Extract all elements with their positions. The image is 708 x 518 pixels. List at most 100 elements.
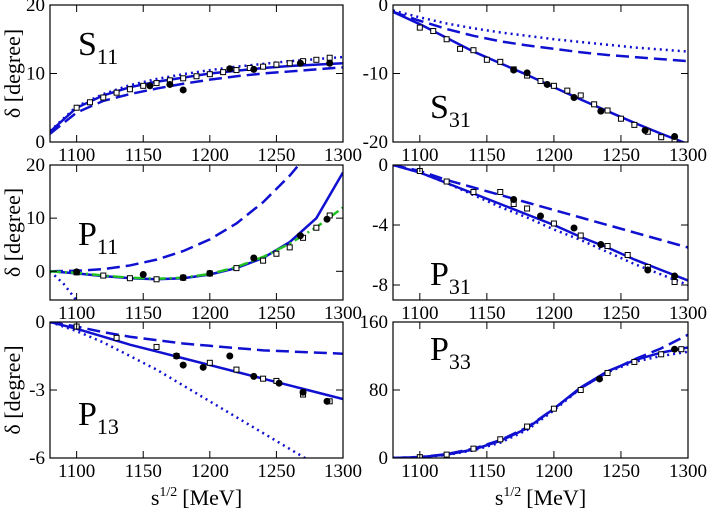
data-square [550,405,557,412]
x-tick-label: 1100 [401,303,438,324]
data-point [179,274,187,282]
x-tick-label: 1250 [257,461,295,482]
x-tick-label: 1300 [669,303,707,324]
data-square [617,115,624,122]
curve [50,55,343,132]
data-square [550,82,557,89]
data-point [73,268,81,276]
y-tick-label: 10 [26,64,45,85]
y-tick-label: -8 [372,275,388,296]
plot-area [50,54,343,135]
x-tick-label: 1250 [602,303,640,324]
y-axis-label: δ [degree] [0,29,25,118]
data-square [537,78,544,85]
data-square [220,69,227,76]
y-axis-label: δ [degree] [0,345,25,434]
y-tick-label: 80 [369,380,388,401]
x-tick-label: 1250 [257,303,295,324]
panel-label: P33 [430,331,471,374]
y-tick-label: 0 [36,312,46,333]
data-square [153,80,160,87]
data-square [273,250,280,257]
y-tick-label: 20 [26,155,45,176]
panel-label: S31 [430,89,471,132]
curve [50,270,78,300]
panel-label-main: P [430,256,449,293]
curve [393,9,688,53]
y-tick-label: 0 [379,155,389,176]
panel: 1100 1150 1200 1250 1300 0 10 20 S11 δ [degree] [0,0,362,166]
panel: 1100 1150 1200 1250 1300 0 80 160 P33 s1/2 [MeV] [360,312,708,510]
data-square [658,351,665,358]
y-tick-label: -3 [29,380,45,401]
x-label-sup: 1/2 [159,485,177,500]
x-tick-label: 1200 [535,461,573,482]
y-tick-label: 10 [26,208,45,229]
data-square [678,346,685,353]
curve [393,10,688,63]
panel-label: S11 [78,26,118,69]
x-tick-label: 1100 [401,145,438,166]
data-point [671,345,679,353]
data-point [139,270,147,278]
panel-label-main: S [430,89,449,126]
data-square [260,375,267,382]
data-point [275,379,283,387]
data-square [577,92,584,99]
data-point [250,372,258,380]
panel-label: P11 [78,216,118,259]
panel-label-sub: 13 [97,414,119,439]
data-point [179,86,187,94]
panel-label-sub: 11 [97,234,118,259]
data-point [326,59,334,67]
panel: 1100 1150 1200 1250 1300 -8 -4 0 P31 [372,155,707,324]
data-square [193,73,200,80]
x-tick-label: 1300 [324,461,362,482]
data-point [323,397,331,405]
data-point [179,361,187,369]
data-point [570,93,578,101]
data-point [206,269,214,277]
data-point [173,352,181,360]
data-square [524,423,531,430]
curve [393,165,688,249]
panel: 1100 1150 1200 1250 1300 -20 -10 0 S31 [363,0,707,166]
x-tick-label: 1200 [535,303,573,324]
plot-area [50,322,343,458]
data-square [457,45,464,52]
panel-label: P31 [430,256,471,299]
data-point [226,352,234,360]
data-square [497,189,504,195]
data-square [113,89,120,96]
curve [50,206,343,280]
x-tick-label: 1200 [191,145,229,166]
data-point [226,65,234,73]
data-point [537,212,544,220]
x-tick-label: 1100 [401,461,438,482]
data-square [577,387,584,393]
x-axis-label: s1/2 [MeV] [151,485,242,510]
x-tick-label: 1300 [324,303,362,324]
curve [393,165,688,287]
panel-label-sub: 11 [97,44,118,69]
data-square [631,121,638,128]
data-point [250,65,258,73]
data-square [443,36,450,43]
data-square [430,28,437,35]
data-square [100,94,107,101]
panel-label-main: P [78,396,97,433]
data-square [273,61,280,68]
data-square [497,58,504,65]
data-point [166,80,174,88]
data-square [524,205,531,212]
data-point [199,363,207,371]
data-point [523,69,531,77]
plot-area [393,165,688,287]
data-square [260,63,267,70]
x-tick-label: 1200 [191,461,229,482]
x-label-base: s [495,485,504,510]
x-tick-label: 1150 [468,461,505,482]
data-square [326,54,333,61]
data-square [153,276,160,283]
